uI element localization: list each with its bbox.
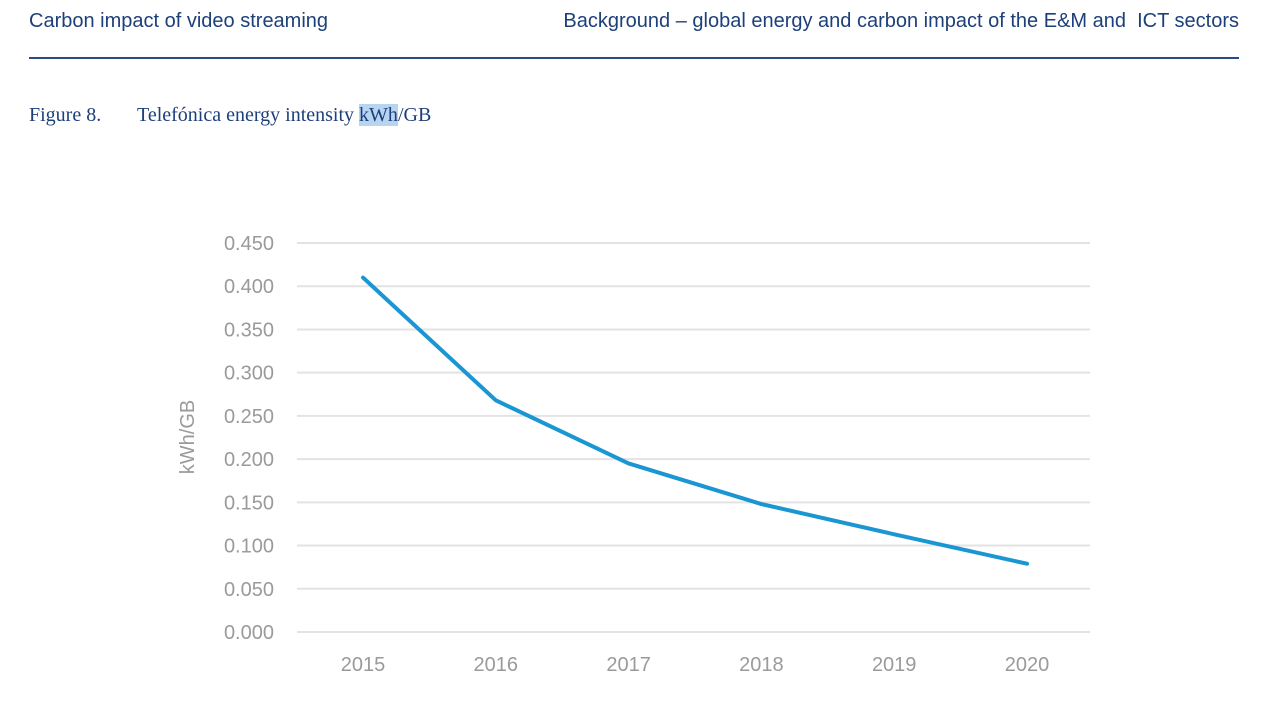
x-tick-label: 2017: [606, 654, 651, 676]
x-tick-label: 2016: [474, 654, 519, 676]
figure-number: Figure 8.: [29, 104, 102, 126]
y-tick-label: 0.000: [224, 622, 274, 644]
x-tick-label: 2015: [341, 654, 386, 676]
gridlines: [297, 242, 1090, 633]
figure-caption: Figure 8. Telefónica energy intensity kWh…: [29, 104, 431, 127]
y-tick-label: 0.250: [224, 406, 274, 428]
figure-title: Telefónica energy intensity: [137, 104, 360, 126]
figure-title-highlight: kWh: [359, 104, 398, 126]
running-header-left: Carbon impact of video streaming: [29, 10, 329, 32]
x-tick-label: 2019: [872, 654, 917, 676]
header-divider: [29, 57, 1239, 59]
figure-title-suffix: /GB: [397, 104, 432, 126]
series-line: [361, 275, 1029, 566]
y-tick-label: 0.300: [224, 363, 274, 385]
y-tick-label: 0.200: [224, 449, 274, 471]
x-tick-label: 2018: [739, 654, 784, 676]
x-axis-ticks: 2015 2016 2017 2018 2019 2020: [341, 654, 1050, 676]
y-tick-label: 0.350: [224, 319, 274, 341]
y-axis-label: kWh/GB: [177, 400, 199, 474]
y-tick-label: 0.450: [224, 233, 274, 255]
y-tick-label: 0.100: [224, 536, 274, 558]
y-tick-label: 0.150: [224, 492, 274, 514]
y-axis-ticks: 0.000 0.050 0.100 0.150 0.200 0.250 0.300 0.350…: [224, 233, 274, 644]
x-tick-label: 2020: [1005, 654, 1050, 676]
y-tick-label: 0.050: [224, 579, 274, 601]
y-tick-label: 0.400: [224, 276, 274, 298]
series-group: [361, 275, 1029, 566]
running-header-right: Background – global energy and carbon im…: [563, 10, 1239, 32]
